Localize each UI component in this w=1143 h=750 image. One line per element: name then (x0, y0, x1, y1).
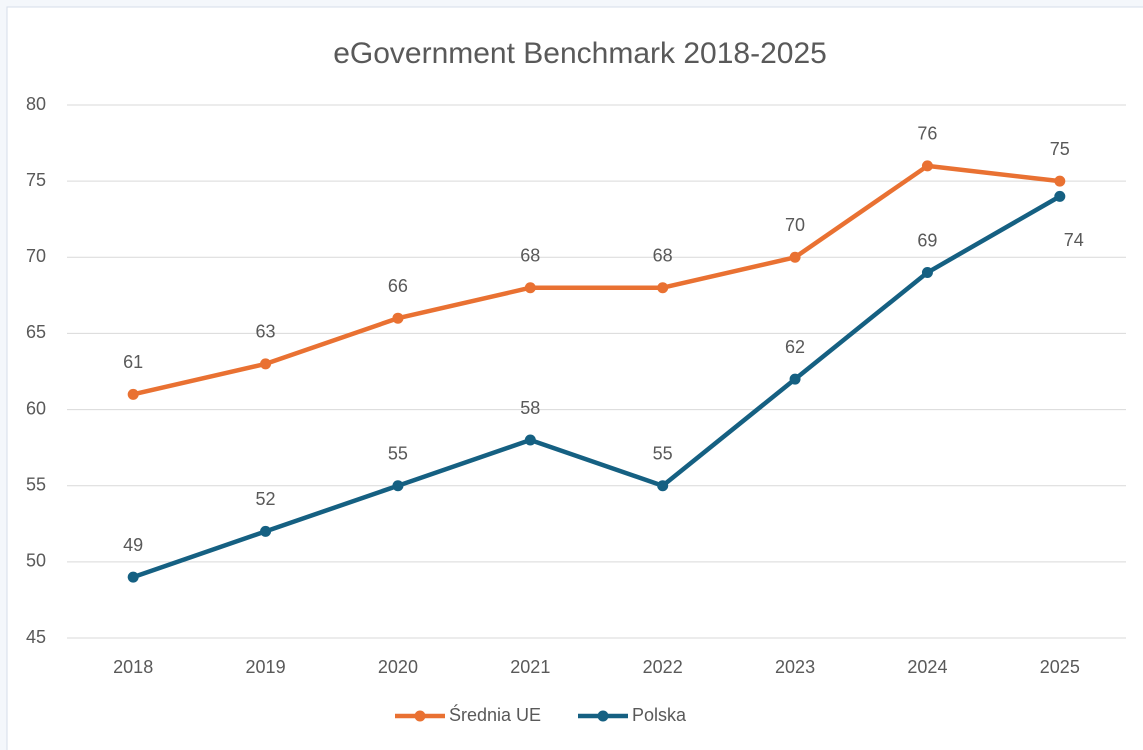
y-tick-label: 75 (26, 170, 46, 190)
marker (260, 525, 272, 537)
x-tick-label: 2023 (775, 657, 815, 677)
marker (127, 388, 139, 400)
x-tick-label: 2018 (113, 657, 153, 677)
data-label: 74 (1064, 230, 1084, 250)
data-label: 63 (256, 322, 276, 342)
data-label: 68 (653, 245, 673, 265)
marker (260, 358, 272, 370)
data-label: 68 (520, 245, 540, 265)
x-tick-label: 2024 (907, 657, 947, 677)
data-label: 76 (917, 124, 937, 144)
y-tick-label: 80 (26, 94, 46, 114)
data-label: 58 (520, 398, 540, 418)
x-tick-label: 2020 (378, 657, 418, 677)
chart-area (6, 6, 1143, 750)
marker (127, 571, 139, 583)
x-tick-label: 2025 (1040, 657, 1080, 677)
legend-label: Średnia UE (449, 704, 541, 725)
data-label: 61 (123, 352, 143, 372)
marker (657, 480, 669, 492)
y-tick-label: 70 (26, 246, 46, 266)
marker (524, 282, 536, 294)
data-label: 49 (123, 535, 143, 555)
marker (392, 312, 404, 324)
chart-title: eGovernment Benchmark 2018-2025 (333, 37, 827, 70)
marker (921, 267, 933, 279)
legend-marker (597, 710, 609, 722)
marker (1054, 190, 1066, 202)
marker (789, 373, 801, 385)
data-label: 62 (785, 337, 805, 357)
data-label: 66 (388, 276, 408, 296)
marker (392, 480, 404, 492)
marker (1054, 175, 1066, 187)
marker (657, 282, 669, 294)
y-tick-label: 50 (26, 551, 46, 571)
marker (789, 251, 801, 263)
data-label: 70 (785, 215, 805, 235)
series-line (132, 194, 1061, 580)
data-label: 55 (653, 443, 673, 463)
series-line (132, 163, 1061, 397)
legend-marker (414, 710, 426, 722)
x-tick-label: 2019 (246, 657, 286, 677)
data-label: 75 (1050, 139, 1070, 159)
marker (524, 434, 536, 446)
y-tick-label: 65 (26, 322, 46, 342)
x-tick-label: 2022 (643, 657, 683, 677)
data-label: 52 (256, 489, 276, 509)
x-tick-label: 2021 (510, 657, 550, 677)
data-label: 55 (388, 443, 408, 463)
marker (921, 160, 933, 172)
legend-label: Polska (632, 705, 687, 725)
y-tick-label: 45 (26, 627, 46, 647)
y-tick-label: 55 (26, 474, 46, 494)
data-label: 69 (917, 230, 937, 250)
y-tick-label: 60 (26, 398, 46, 418)
